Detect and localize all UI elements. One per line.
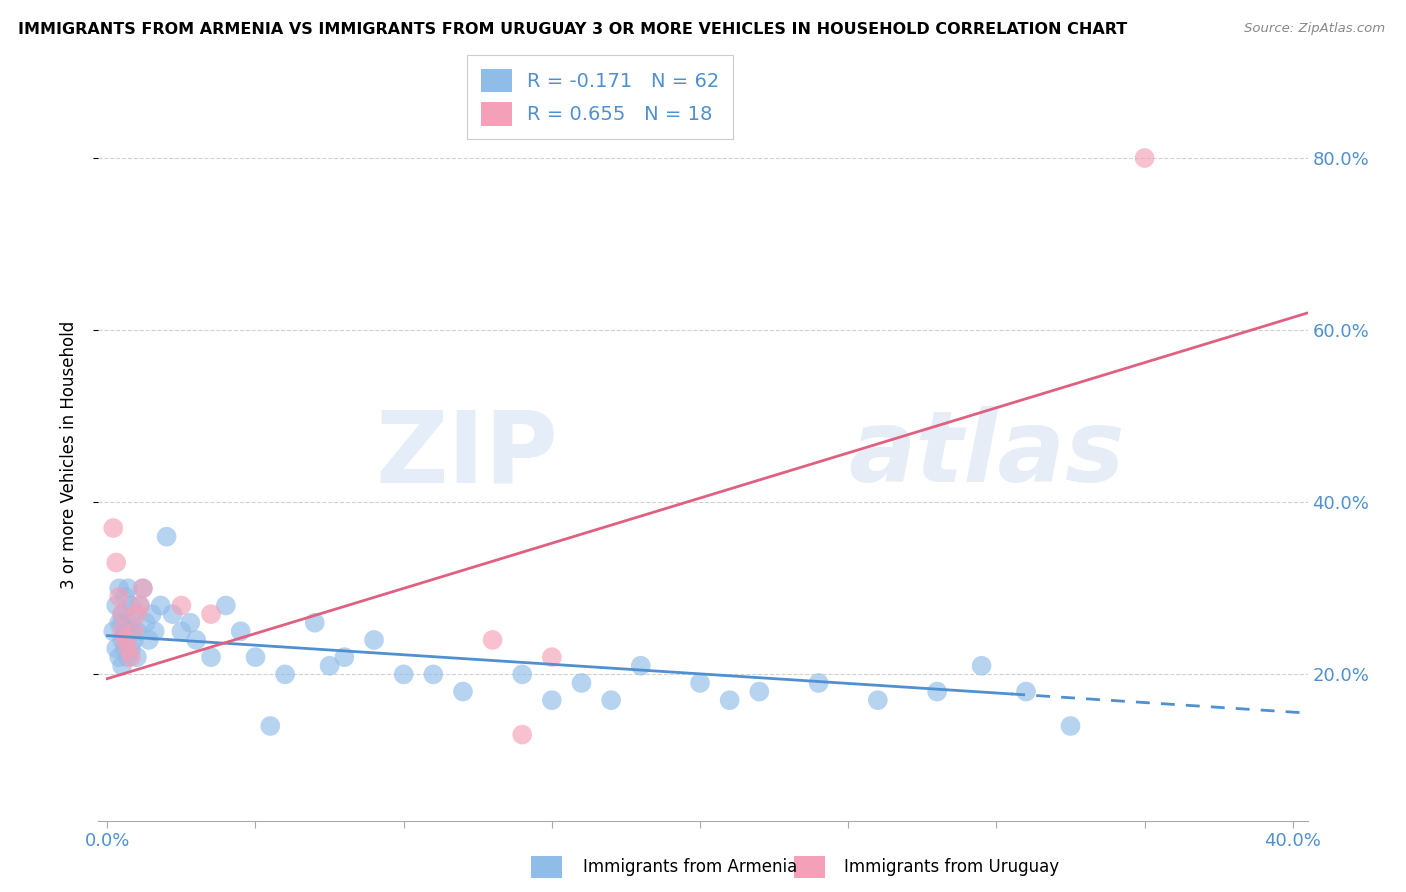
Point xyxy=(122,624,145,639)
Point xyxy=(259,719,281,733)
Point xyxy=(138,632,160,647)
Point xyxy=(105,641,128,656)
Point xyxy=(117,582,139,596)
Point xyxy=(120,624,142,639)
Point xyxy=(571,676,593,690)
Text: IMMIGRANTS FROM ARMENIA VS IMMIGRANTS FROM URUGUAY 3 OR MORE VEHICLES IN HOUSEHO: IMMIGRANTS FROM ARMENIA VS IMMIGRANTS FR… xyxy=(18,22,1128,37)
Point xyxy=(132,582,155,596)
Point xyxy=(129,599,152,613)
Point xyxy=(927,684,949,698)
Point xyxy=(120,641,142,656)
Point xyxy=(103,521,125,535)
Point xyxy=(155,530,177,544)
Point xyxy=(129,599,152,613)
Point xyxy=(1059,719,1081,733)
Point xyxy=(866,693,889,707)
Point xyxy=(630,658,652,673)
Point xyxy=(600,693,623,707)
Point xyxy=(105,599,128,613)
Point xyxy=(481,632,503,647)
Point xyxy=(143,624,166,639)
Point xyxy=(170,599,193,613)
Point xyxy=(179,615,201,630)
Point xyxy=(689,676,711,690)
Point xyxy=(114,590,136,604)
Point xyxy=(135,615,157,630)
Point xyxy=(125,607,148,621)
Text: Immigrants from Uruguay: Immigrants from Uruguay xyxy=(844,858,1059,876)
Point xyxy=(1015,684,1038,698)
Point xyxy=(170,624,193,639)
Point xyxy=(318,658,340,673)
Point xyxy=(540,693,562,707)
Point xyxy=(132,582,155,596)
Point xyxy=(111,615,134,630)
Point xyxy=(333,650,356,665)
Point xyxy=(111,607,134,621)
Point xyxy=(392,667,415,681)
Point xyxy=(970,658,993,673)
Point xyxy=(149,599,172,613)
Point xyxy=(422,667,444,681)
Y-axis label: 3 or more Vehicles in Household: 3 or more Vehicles in Household xyxy=(59,321,77,589)
Point xyxy=(117,650,139,665)
Point xyxy=(111,632,134,647)
Point xyxy=(274,667,297,681)
Point xyxy=(108,582,131,596)
Point xyxy=(1133,151,1156,165)
Point xyxy=(111,658,134,673)
Point xyxy=(111,624,134,639)
Point xyxy=(114,632,136,647)
Point xyxy=(718,693,741,707)
Point xyxy=(540,650,562,665)
Point xyxy=(108,590,131,604)
Point xyxy=(111,607,134,621)
Point xyxy=(120,650,142,665)
Point xyxy=(125,624,148,639)
Point xyxy=(200,607,222,621)
Point xyxy=(807,676,830,690)
Point xyxy=(120,599,142,613)
Point xyxy=(363,632,385,647)
Point xyxy=(122,632,145,647)
Point xyxy=(748,684,770,698)
Point xyxy=(141,607,163,621)
Point xyxy=(117,641,139,656)
Point xyxy=(122,607,145,621)
Text: Immigrants from Armenia: Immigrants from Armenia xyxy=(583,858,797,876)
Point xyxy=(304,615,326,630)
Text: atlas: atlas xyxy=(848,407,1125,503)
Point xyxy=(229,624,252,639)
Legend: R = -0.171   N = 62, R = 0.655   N = 18: R = -0.171 N = 62, R = 0.655 N = 18 xyxy=(467,55,734,139)
Point xyxy=(162,607,184,621)
Point xyxy=(186,632,208,647)
Text: Source: ZipAtlas.com: Source: ZipAtlas.com xyxy=(1244,22,1385,36)
Point xyxy=(200,650,222,665)
Point xyxy=(117,615,139,630)
Point xyxy=(451,684,474,698)
Text: ZIP: ZIP xyxy=(375,407,558,503)
Point xyxy=(215,599,238,613)
Point xyxy=(114,641,136,656)
Point xyxy=(108,650,131,665)
Point xyxy=(510,728,533,742)
Point xyxy=(510,667,533,681)
Point xyxy=(114,624,136,639)
Point xyxy=(125,650,148,665)
Point xyxy=(245,650,267,665)
Point xyxy=(105,556,128,570)
Point xyxy=(108,615,131,630)
Point xyxy=(103,624,125,639)
